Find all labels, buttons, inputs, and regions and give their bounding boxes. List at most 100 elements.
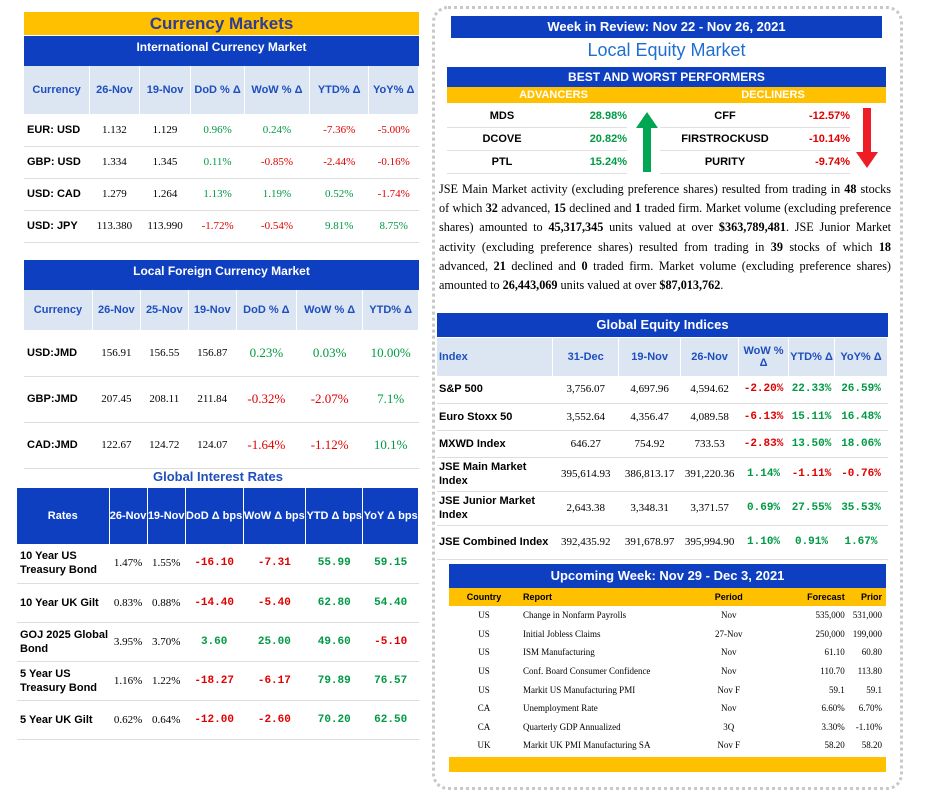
pct-change: 0.52% bbox=[309, 178, 369, 211]
bond-name: 5 Year US Treasury Bond bbox=[17, 661, 109, 701]
currency-pair: EUR: USD bbox=[24, 114, 90, 147]
index-name: JSE Combined Index bbox=[437, 525, 553, 560]
bps-change: 76.57 bbox=[362, 661, 419, 701]
yield-value: 0.64% bbox=[147, 700, 186, 740]
gei-col-header: 19-Nov bbox=[618, 338, 682, 376]
rates-header-row: Rates 26-Nov 19-Nov DoD Δ bps WoW Δ bps YTD Δ… bbox=[17, 488, 419, 544]
upcoming-cell: 58.20 bbox=[824, 740, 845, 751]
upcoming-col-header: Prior bbox=[860, 592, 882, 602]
pct-change: 1.13% bbox=[190, 178, 245, 211]
rate-value: 113.990 bbox=[139, 210, 191, 243]
upcoming-cell: Nov bbox=[721, 666, 737, 677]
advancer-symbol: PTL bbox=[491, 156, 513, 168]
gei-col-header: 31-Dec bbox=[552, 338, 620, 376]
decliner-change: -12.57% bbox=[809, 110, 850, 122]
index-change: 22.33% bbox=[788, 376, 835, 404]
table-row: US Initial Jobless Claims 27-Nov 250,000 199… bbox=[449, 625, 886, 644]
upcoming-cell: US bbox=[478, 684, 490, 695]
upcoming-col-header: Report bbox=[522, 592, 552, 602]
rate-value: 1.279 bbox=[89, 178, 140, 211]
pct-change: 0.24% bbox=[244, 114, 310, 147]
pct-change: -0.32% bbox=[236, 376, 297, 423]
table-row: CA Unemployment Rate Nov 6.60% 6.70% bbox=[449, 699, 886, 718]
index-name: JSE Main Market Index bbox=[437, 457, 553, 492]
upcoming-cell: 3.30% bbox=[821, 721, 845, 732]
rate-value: 1.132 bbox=[89, 114, 140, 147]
bps-change: -7.31 bbox=[243, 544, 306, 584]
upcoming-cell: 27-Nov bbox=[715, 628, 743, 639]
upcoming-cell: 113.80 bbox=[857, 666, 882, 677]
index-name: JSE Junior Market Index bbox=[437, 491, 553, 526]
index-value: 646.27 bbox=[552, 430, 619, 458]
upcoming-cell: 6.70% bbox=[858, 703, 882, 714]
bond-name: 10 Year US Treasury Bond bbox=[17, 544, 109, 584]
yield-value: 3.70% bbox=[147, 622, 186, 662]
upcoming-cell: 531,000 bbox=[852, 610, 882, 621]
upcoming-cell: CA bbox=[477, 721, 491, 732]
upcoming-cell: CA bbox=[477, 703, 491, 714]
table-row: 10 Year UK Gilt 0.83% 0.88% -14.40 -5.40 62.8… bbox=[17, 583, 419, 623]
index-change: 18.06% bbox=[834, 430, 888, 458]
currency-pair: USD: CAD bbox=[24, 178, 90, 211]
index-value: 733.53 bbox=[680, 430, 739, 458]
index-change: 1.14% bbox=[738, 457, 789, 492]
upcoming-header-row: Country Report Period Forecast Prior bbox=[449, 588, 886, 606]
upcoming-cell: UK bbox=[477, 740, 491, 751]
currency-pair: USD: JPY bbox=[24, 210, 90, 243]
week-in-review-title: Week in Review: Nov 22 - Nov 26, 2021 bbox=[451, 16, 882, 38]
upcoming-cell: US bbox=[478, 610, 490, 621]
bps-change: -6.17 bbox=[243, 661, 306, 701]
pct-change: -7.36% bbox=[309, 114, 369, 147]
upcoming-cell: Change in Nonfarm Payrolls bbox=[522, 610, 627, 621]
advancers-list: MDS 28.98% DCOVE 20.82% PTL 15.24% bbox=[447, 105, 627, 174]
gei-col-header: YoY% Δ bbox=[834, 338, 889, 376]
advancers-label: ADVANCERS bbox=[447, 87, 660, 103]
upcoming-cell: 59.1 bbox=[866, 684, 882, 695]
rates-col-header: DoD Δ bps bbox=[185, 488, 244, 544]
fx-col-header: WoW % Δ bbox=[296, 290, 364, 330]
decliners-list: CFF -12.57% FIRSTROCKUSD -10.14% PURITY -9.74… bbox=[660, 105, 850, 174]
upcoming-cell: Quarterly GDP Annualized bbox=[522, 721, 621, 732]
pct-change: -1.64% bbox=[236, 422, 297, 469]
advancer-change: 15.24% bbox=[589, 156, 627, 168]
bond-name: 5 Year UK Gilt bbox=[17, 700, 109, 740]
decliner-symbol: PURITY bbox=[704, 156, 746, 168]
index-change: 1.10% bbox=[738, 525, 789, 560]
pct-change: 9.81% bbox=[309, 210, 369, 243]
index-value: 2,643.38 bbox=[552, 491, 619, 526]
pct-change: -0.16% bbox=[368, 146, 419, 179]
pct-change: 10.00% bbox=[362, 330, 419, 377]
index-value: 3,552.64 bbox=[552, 403, 619, 431]
global-equity-table: Index 31-Dec 19-Nov 26-Nov WoW % Δ YTD% Δ YoY%… bbox=[437, 338, 889, 560]
upcoming-cell: 3Q bbox=[723, 721, 735, 732]
table-row: US ISM Manufacturing Nov 61.10 60.80 bbox=[449, 643, 886, 662]
rates-col-header: 26-Nov bbox=[109, 488, 148, 544]
table-row: CA Quarterly GDP Annualized 3Q 3.30% -1.10% bbox=[449, 718, 886, 737]
currency-pair: GBP: USD bbox=[24, 146, 90, 179]
index-value: 4,697.96 bbox=[618, 376, 681, 404]
rates-col-header: Rates bbox=[17, 488, 110, 544]
table-row: MXWD Index 646.27 754.92 733.53 -2.83% 13.50%… bbox=[437, 430, 888, 458]
bps-change: -2.60 bbox=[243, 700, 306, 740]
index-value: 754.92 bbox=[618, 430, 681, 458]
pct-change: -1.72% bbox=[190, 210, 245, 243]
pct-change: 0.96% bbox=[190, 114, 245, 147]
index-change: -2.20% bbox=[738, 376, 789, 404]
global-equity-header-row: Index 31-Dec 19-Nov 26-Nov WoW % Δ YTD% Δ YoY%… bbox=[437, 338, 889, 376]
rates-col-header: YTD Δ bps bbox=[305, 488, 364, 544]
upcoming-cell: Nov bbox=[721, 610, 737, 621]
bps-change: 79.89 bbox=[305, 661, 363, 701]
yield-value: 3.95% bbox=[109, 622, 148, 662]
pct-change: -1.74% bbox=[368, 178, 419, 211]
index-value: 3,348.31 bbox=[618, 491, 681, 526]
rates-col-header: 19-Nov bbox=[147, 488, 186, 544]
rate-value: 1.129 bbox=[139, 114, 191, 147]
bps-change: 59.15 bbox=[362, 544, 419, 584]
decliner-change: -10.14% bbox=[809, 133, 850, 145]
decliner-symbol: FIRSTROCKUSD bbox=[681, 133, 769, 145]
table-row: EUR: USD 1.132 1.129 0.96% 0.24% -7.36% -5.00% bbox=[24, 114, 419, 147]
index-change: 26.59% bbox=[834, 376, 888, 404]
bond-name: 10 Year UK Gilt bbox=[17, 583, 109, 623]
pct-change: 10.1% bbox=[362, 422, 419, 469]
intl-col-header: 19-Nov bbox=[139, 66, 192, 114]
